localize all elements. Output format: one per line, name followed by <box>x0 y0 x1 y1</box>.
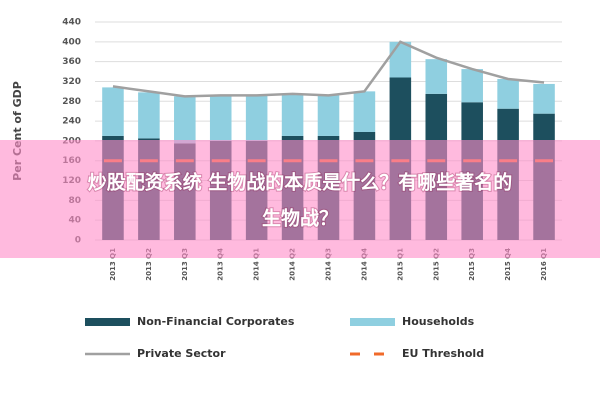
x-tick-label: 2013 Q3 <box>181 248 189 281</box>
legend-label: EU Threshold <box>402 347 484 360</box>
legend-label: Households <box>402 315 475 328</box>
legend-label: Non-Financial Corporates <box>137 315 295 328</box>
bar <box>245 95 268 141</box>
bar <box>533 83 555 114</box>
y-tick-label: 320 <box>62 77 81 87</box>
bar <box>353 91 376 132</box>
legend-swatch <box>350 318 395 326</box>
x-tick-label: 2015 Q4 <box>504 248 512 281</box>
bar <box>497 78 519 109</box>
y-tick-label: 280 <box>62 97 81 107</box>
y-tick-label: 240 <box>62 117 81 127</box>
x-tick-label: 2013 Q4 <box>217 248 225 281</box>
x-tick-label: 2013 Q1 <box>109 248 117 281</box>
bar <box>317 95 340 136</box>
legend-label: Private Sector <box>137 347 226 360</box>
overlay-banner <box>0 140 600 258</box>
bar <box>425 59 448 94</box>
x-tick-label: 2014 Q3 <box>325 248 333 281</box>
x-tick-label: 2014 Q4 <box>360 248 368 281</box>
legend-swatch <box>85 318 130 326</box>
bar <box>389 41 412 78</box>
x-tick-label: 2015 Q1 <box>396 248 404 281</box>
x-tick-label: 2013 Q2 <box>145 248 153 281</box>
bar <box>138 92 160 139</box>
bar <box>281 93 304 136</box>
x-tick-label: 2016 Q1 <box>540 248 548 281</box>
line <box>112 40 545 98</box>
x-tick-label: 2014 Q1 <box>253 248 261 281</box>
bar <box>174 96 196 144</box>
bar <box>209 95 232 141</box>
x-tick-label: 2015 Q3 <box>468 248 476 281</box>
y-tick-label: 360 <box>62 57 81 67</box>
y-tick-label: 440 <box>62 18 81 28</box>
bar <box>102 87 124 136</box>
overlay-text: 炒股配资系统 生物战的本质是什么？有哪些著名的 <box>88 171 513 194</box>
x-tick-label: 2015 Q2 <box>432 248 440 281</box>
overlay-text: 生物战？ <box>262 207 338 230</box>
bar <box>461 69 483 103</box>
x-tick-label: 2014 Q2 <box>289 248 297 281</box>
y-tick-label: 400 <box>62 37 81 47</box>
